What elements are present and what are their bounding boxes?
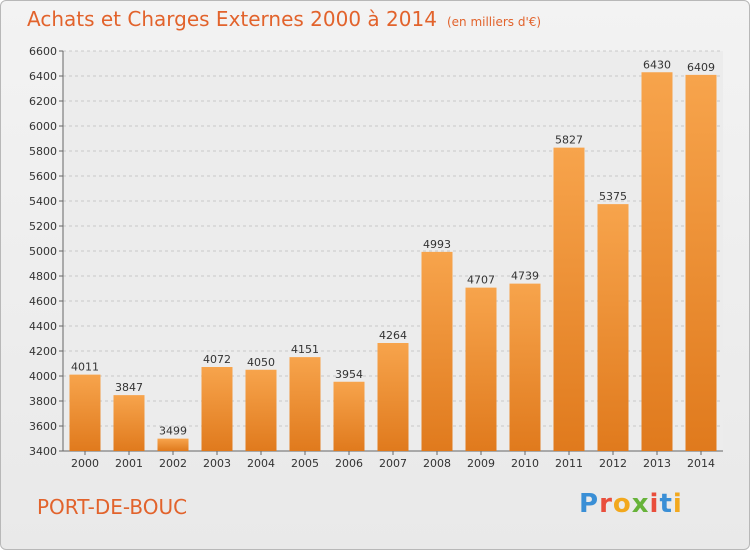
x-tick-label: 2008: [423, 457, 451, 470]
bar: [421, 251, 453, 451]
x-tick-label: 2002: [159, 457, 187, 470]
x-tick-label: 2010: [511, 457, 539, 470]
bar: [289, 357, 321, 451]
x-tick-label: 2014: [687, 457, 715, 470]
bar: [685, 74, 717, 451]
bar-value-label: 4993: [423, 238, 451, 251]
x-tick-label: 2009: [467, 457, 495, 470]
bar-value-label: 4739: [511, 270, 539, 283]
y-tick-label: 5000: [29, 245, 57, 258]
y-tick-label: 4800: [29, 270, 57, 283]
x-tick-label: 2004: [247, 457, 275, 470]
bar: [113, 395, 145, 451]
bar: [245, 369, 277, 451]
bar: [333, 381, 365, 451]
y-tick-label: 5600: [29, 170, 57, 183]
y-tick-label: 5800: [29, 145, 57, 158]
x-tick-label: 2013: [643, 457, 671, 470]
x-tick-label: 2001: [115, 457, 143, 470]
logo-letter: r: [599, 489, 613, 519]
bar-value-label: 5827: [555, 134, 583, 147]
x-tick-label: 2006: [335, 457, 363, 470]
chart-subtitle: (en milliers d'€): [446, 15, 542, 29]
y-tick-label: 4000: [29, 370, 57, 383]
y-tick-label: 6600: [29, 45, 57, 58]
bar-value-label: 4072: [203, 353, 231, 366]
bar-value-label: 4050: [247, 356, 275, 369]
x-tick-label: 2012: [599, 457, 627, 470]
x-tick-label: 2000: [71, 457, 99, 470]
bar: [553, 147, 585, 451]
bar-value-label: 3499: [159, 425, 187, 438]
bar-value-label: 4707: [467, 274, 495, 287]
bar: [509, 283, 541, 451]
bar: [377, 343, 409, 451]
x-tick-label: 2011: [555, 457, 583, 470]
bar-value-label: 6409: [687, 61, 715, 74]
bar: [597, 204, 629, 451]
y-tick-label: 5200: [29, 220, 57, 233]
bar-value-label: 5375: [599, 190, 627, 203]
bar-value-label: 3954: [335, 368, 363, 381]
bar: [69, 374, 101, 451]
chart-title: Achats et Charges Externes 2000 à 2014 (e…: [27, 7, 541, 31]
bar-value-label: 4151: [291, 343, 319, 356]
logo-letter: o: [612, 489, 632, 519]
y-tick-label: 6200: [29, 95, 57, 108]
bar-value-label: 4264: [379, 329, 407, 342]
logo-letter: t: [659, 489, 673, 519]
y-tick-label: 3800: [29, 395, 57, 408]
chart-title-text: Achats et Charges Externes 2000 à 2014: [27, 7, 437, 31]
bar: [465, 287, 497, 451]
bar-value-label: 6430: [643, 58, 671, 71]
bar-value-label: 4011: [71, 361, 99, 374]
logo-letter: x: [631, 489, 650, 519]
bar: [201, 367, 233, 451]
y-tick-label: 3600: [29, 420, 57, 433]
proxiti-logo: Proxiti: [579, 489, 683, 519]
x-tick-label: 2003: [203, 457, 231, 470]
y-tick-label: 4200: [29, 345, 57, 358]
bar-value-label: 3847: [115, 381, 143, 394]
y-tick-label: 5400: [29, 195, 57, 208]
logo-letter: i: [672, 489, 683, 519]
city-name: PORT-DE-BOUC: [37, 495, 188, 519]
logo-letter: P: [579, 489, 600, 519]
bar: [157, 438, 189, 451]
x-tick-label: 2005: [291, 457, 319, 470]
x-tick-label: 2007: [379, 457, 407, 470]
y-tick-label: 6400: [29, 70, 57, 83]
y-tick-label: 3400: [29, 445, 57, 458]
y-tick-label: 6000: [29, 120, 57, 133]
bar: [641, 72, 673, 451]
y-tick-label: 4600: [29, 295, 57, 308]
logo-letter: i: [649, 489, 660, 519]
y-tick-label: 4400: [29, 320, 57, 333]
